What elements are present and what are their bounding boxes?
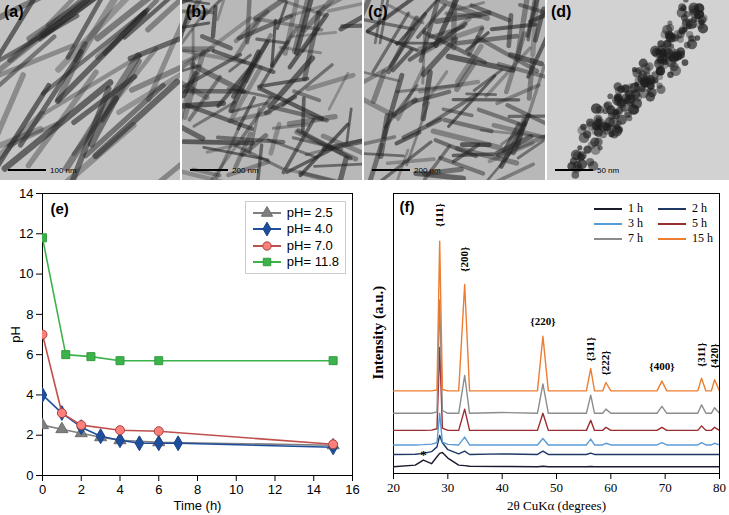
html-text:pH= 4.0: pH= 4.0 — [286, 221, 333, 237]
svg-text:16: 16 — [345, 482, 359, 497]
svg-text:{111}: {111} — [433, 203, 445, 227]
svg-text:{400}: {400} — [649, 360, 674, 372]
html-text:3 h: 3 h — [628, 216, 643, 230]
svg-text:0: 0 — [26, 468, 33, 483]
html-text:pH= 7.0: pH= 7.0 — [286, 237, 333, 253]
html-text:5 h: 5 h — [692, 216, 707, 230]
svg-text:{420}: {420} — [708, 343, 720, 368]
svg-text:4: 4 — [26, 387, 33, 402]
svg-text:{311}: {311} — [584, 337, 596, 362]
html-text:2 h: 2 h — [692, 201, 707, 215]
svg-text:12: 12 — [19, 226, 33, 241]
svg-text:(b): (b) — [186, 3, 206, 20]
svg-text:14: 14 — [307, 482, 321, 497]
svg-text:(c): (c) — [368, 3, 388, 20]
svg-text:2θ CuKα (degrees): 2θ CuKα (degrees) — [507, 498, 606, 513]
svg-text:40: 40 — [496, 480, 509, 495]
svg-text:200 nm: 200 nm — [414, 166, 441, 175]
svg-text:6: 6 — [155, 482, 162, 497]
svg-text:{311}: {311} — [695, 343, 707, 368]
svg-text:30: 30 — [441, 480, 454, 495]
html-text:1 h: 1 h — [628, 201, 643, 215]
svg-text:8: 8 — [26, 307, 33, 322]
svg-text:0: 0 — [39, 482, 46, 497]
svg-text:(a): (a) — [4, 3, 24, 20]
svg-text:50 nm: 50 nm — [597, 166, 620, 175]
svg-text:50: 50 — [550, 480, 563, 495]
svg-text:(f): (f) — [400, 198, 415, 215]
html-text:15 h: 15 h — [692, 231, 713, 245]
svg-text:{200}: {200} — [458, 247, 470, 272]
svg-text:2: 2 — [78, 482, 85, 497]
html-text:Intensity (a.u.): Intensity (a.u.) — [369, 285, 386, 380]
svg-text:70: 70 — [659, 480, 672, 495]
html-text:7 h: 7 h — [628, 231, 643, 245]
svg-text:14: 14 — [19, 186, 33, 201]
svg-text:pH: pH — [8, 326, 23, 343]
svg-text:{222}: {222} — [599, 350, 611, 375]
svg-text:60: 60 — [604, 480, 617, 495]
svg-text:200 nm: 200 nm — [232, 166, 259, 175]
svg-text:8: 8 — [194, 482, 201, 497]
svg-text:20: 20 — [387, 480, 400, 495]
svg-text:(e): (e) — [51, 200, 69, 217]
svg-text:(d): (d) — [551, 3, 571, 20]
html-text:pH= 11.8: pH= 11.8 — [286, 253, 339, 269]
html-text:pH= 2.5: pH= 2.5 — [286, 205, 333, 220]
svg-text:100 nm: 100 nm — [50, 166, 77, 175]
svg-text:6: 6 — [26, 347, 33, 362]
svg-text:*: * — [420, 447, 427, 462]
svg-text:12: 12 — [268, 482, 282, 497]
svg-text:2: 2 — [26, 427, 33, 442]
svg-text:{220}: {220} — [530, 315, 555, 327]
svg-text:4: 4 — [116, 482, 123, 497]
svg-text:Time (h): Time (h) — [174, 498, 222, 513]
svg-text:10: 10 — [229, 482, 243, 497]
svg-text:10: 10 — [19, 266, 33, 281]
svg-text:80: 80 — [713, 480, 726, 495]
